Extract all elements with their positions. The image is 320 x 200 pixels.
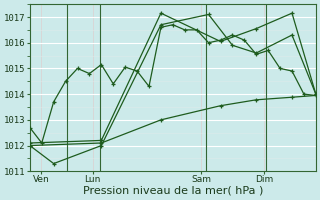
X-axis label: Pression niveau de la mer( hPa ): Pression niveau de la mer( hPa ) <box>83 186 263 196</box>
